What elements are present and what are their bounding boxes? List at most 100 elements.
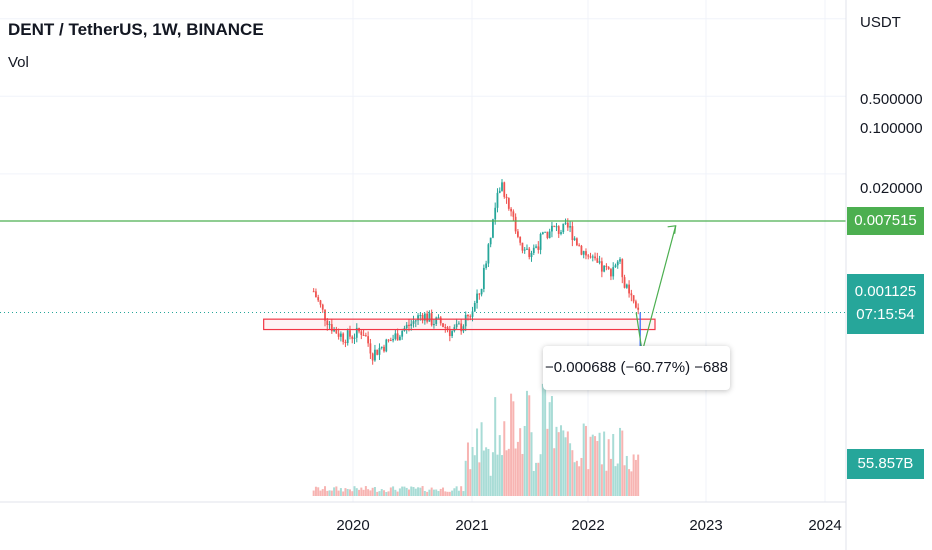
price-tick: 0.100000 [860, 120, 923, 137]
volume-bar [376, 491, 379, 496]
volume-bar [451, 490, 454, 496]
last-price-tag: 0.001125 07:15:54 [847, 274, 924, 334]
volume-bar [339, 488, 342, 496]
volume-bar [414, 488, 417, 496]
volume-bar [380, 489, 383, 496]
volume-bar [498, 435, 501, 496]
candle-body [437, 317, 440, 319]
candle-body [480, 288, 483, 295]
volume-bar [362, 489, 365, 496]
volume-bar [419, 487, 422, 496]
volume-bar [398, 488, 401, 496]
volume-indicator-label[interactable]: Vol [8, 54, 29, 71]
volume-bar [580, 457, 583, 496]
symbol-title[interactable]: DENT / TetherUS, 1W, BINANCE [8, 20, 264, 39]
candle-body [514, 216, 517, 232]
candle-body [521, 242, 524, 251]
candle-body [448, 329, 451, 337]
candle-body [435, 317, 438, 324]
volume-bar [569, 443, 572, 496]
candle-body [398, 336, 401, 341]
volume-bar [507, 448, 510, 496]
candle-body [625, 284, 628, 288]
candle-body [428, 313, 431, 322]
volume-bar [330, 490, 333, 496]
candle-body [505, 196, 508, 199]
candle-body [605, 265, 608, 268]
volume-bar [405, 487, 408, 496]
candle-body [444, 326, 447, 328]
candle-body [401, 330, 404, 337]
volume-bar [360, 487, 363, 496]
candle-body [498, 190, 501, 193]
volume-bar [401, 486, 404, 496]
volume-bar [485, 447, 488, 496]
candle-body [339, 333, 342, 337]
volume-bar [478, 462, 481, 496]
volume-bar [353, 486, 356, 496]
volume-bar [462, 491, 465, 496]
volume-bar [351, 491, 354, 496]
volume-bar [435, 489, 438, 496]
volume-bar [587, 469, 590, 496]
volume-bar [423, 490, 426, 496]
candle-body [594, 256, 596, 259]
projection-path [635, 225, 677, 353]
volume-bar [442, 487, 445, 496]
projection-arrowhead [667, 225, 677, 234]
volume-bar [417, 487, 420, 496]
candle-body [383, 346, 385, 352]
volume-bar [394, 489, 397, 496]
volume-bar [560, 425, 563, 496]
candle-body [385, 339, 388, 352]
candle-body [614, 265, 617, 268]
volume-bar [460, 486, 463, 496]
volume-bar [324, 486, 327, 496]
candle-body [526, 248, 528, 250]
price-tick: 0.020000 [860, 180, 923, 197]
candle-body [371, 353, 374, 361]
volume-bar [600, 464, 603, 496]
candle-body [630, 293, 633, 296]
volume-bar [428, 489, 431, 496]
candle-body [492, 219, 494, 238]
candle-body [408, 324, 410, 326]
candle-body [580, 245, 583, 255]
volume-bar [637, 454, 640, 496]
candle-body [460, 323, 463, 332]
volume-bar [632, 454, 635, 496]
volume-bar [421, 486, 424, 496]
candle-body [591, 256, 594, 258]
volume-bar [328, 490, 331, 496]
volume-bar [616, 463, 619, 496]
candle-body [464, 314, 467, 327]
candle-body [598, 261, 601, 263]
volume-bar [503, 421, 506, 496]
candle-body [469, 316, 472, 318]
volume-bar [541, 383, 544, 496]
candle-body [387, 339, 390, 341]
candle-body [553, 225, 556, 227]
candle-body [503, 182, 506, 197]
volume-bar [612, 434, 615, 496]
volume-bar [614, 466, 617, 496]
volume-bar [562, 430, 565, 496]
volume-bar [410, 486, 413, 496]
candle-body [555, 226, 558, 228]
volume-bar [553, 448, 556, 496]
volume-bar [514, 448, 517, 496]
volume-bar [453, 488, 456, 496]
candle-body [487, 244, 490, 264]
candle-body [471, 311, 474, 317]
candle-body [603, 265, 606, 272]
volume-bar [523, 425, 526, 496]
candle-body [439, 317, 442, 324]
volume-bar [473, 455, 476, 496]
volume-bar [487, 448, 490, 496]
candle-body [482, 267, 485, 289]
candle-body [349, 330, 351, 337]
candle-body [346, 330, 349, 343]
volume-bar [321, 489, 324, 496]
volume-bar [446, 491, 449, 496]
